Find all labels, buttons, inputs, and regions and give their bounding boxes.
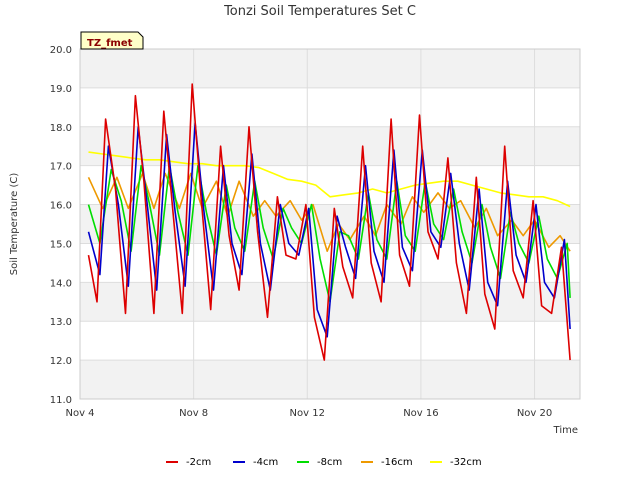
x-axis-label: Time	[553, 425, 578, 436]
series-line-4cmcm	[87, 122, 571, 338]
badge: TZ_fmet	[80, 31, 144, 50]
plot-band	[80, 360, 580, 399]
plot-frame	[79, 48, 581, 400]
y-tick-label: 16.0	[50, 201, 72, 212]
series-line-8cmcm	[87, 164, 571, 303]
x-tick-label: Nov 16	[403, 408, 438, 419]
y-tick-labels: 11.0 12.0 13.0 14.0 15.0 16.0 17.0 18.0 19.0 20.0	[50, 45, 72, 406]
badge-box	[80, 31, 144, 50]
x-tick-label: Nov 20	[517, 408, 552, 419]
series-lines	[87, 83, 571, 361]
y-tick-label: 11.0	[50, 395, 72, 406]
y-axis-label: Soil Temperature (C)	[9, 173, 20, 276]
y-tick-label: 15.0	[50, 239, 72, 250]
x-tick-label: Nov 12	[290, 408, 325, 419]
x-tick-label: Nov 4	[65, 408, 94, 419]
series-line-2cmcm	[87, 83, 571, 361]
legend-label: -32cm	[450, 457, 482, 468]
y-tick-label: 19.0	[50, 84, 72, 95]
y-tick-label: 17.0	[50, 162, 72, 173]
x-tick-label: Nov 8	[179, 408, 208, 419]
plot-band	[80, 49, 580, 88]
legend-label: -4cm	[253, 457, 278, 468]
legend-label: -16cm	[381, 457, 413, 468]
y-tick-label: 20.0	[50, 45, 72, 56]
legend: -2cm -4cm -8cm -16cm -32cm	[166, 457, 482, 468]
legend-label: -8cm	[317, 457, 342, 468]
chart-title: Tonzi Soil Temperatures Set C	[223, 4, 416, 19]
y-tick-label: 14.0	[50, 278, 72, 289]
badge-label: TZ_fmet	[87, 38, 133, 49]
y-tick-label: 12.0	[50, 356, 72, 367]
legend-label: -2cm	[186, 457, 211, 468]
x-tick-labels: Nov 4 Nov 8 Nov 12 Nov 16 Nov 20	[65, 408, 552, 419]
y-tick-label: 18.0	[50, 123, 72, 134]
y-tick-label: 13.0	[50, 317, 72, 328]
plot-bands	[80, 49, 580, 399]
